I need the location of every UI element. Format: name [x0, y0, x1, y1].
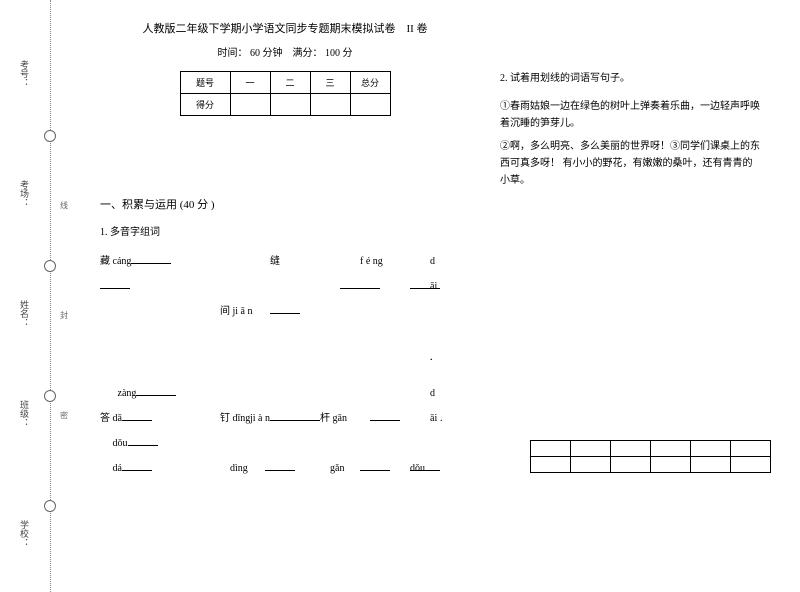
- pinyin-text: d: [430, 384, 435, 403]
- table-row: [531, 457, 771, 473]
- fill-blank: [122, 409, 152, 421]
- pinyin-row: 答 dā 钉 dīng 杆 gān .: [100, 409, 470, 428]
- question-label: 1. 多音字组词: [100, 224, 470, 242]
- pinyin-text: f é ng: [360, 252, 383, 271]
- question-label: 2. 试着用划线的词语写句子。: [500, 70, 760, 88]
- pinyin-text: .: [440, 409, 443, 428]
- pinyin-row: zàng d: [100, 384, 470, 403]
- pinyin-text: 间 ji ā n: [220, 302, 253, 321]
- binding-char: 封: [60, 310, 68, 321]
- pinyin-text: dá: [113, 463, 122, 474]
- exam-subtitle: 时间： 60 分钟 满分： 100 分: [100, 44, 470, 59]
- answer-grid: [530, 440, 771, 473]
- pinyin-text: [100, 463, 110, 474]
- score-cell-blank: [270, 94, 310, 116]
- paragraph: ②啊，多么明亮、多么美丽的世界呀！③同学们课桌上的东西可真多呀！ 有小小的野花，…: [500, 138, 760, 189]
- score-cell-blank: [310, 94, 350, 116]
- table-row: 得分: [180, 94, 390, 116]
- pinyin-text: dǒu: [113, 438, 128, 449]
- binding-label: 姓名：: [18, 300, 31, 327]
- score-cell-blank: [350, 94, 390, 116]
- pinyin-text: dìng: [230, 459, 248, 478]
- pinyin-row: āi: [100, 277, 470, 296]
- score-label: 满分：: [293, 48, 323, 59]
- binding-circle: [44, 500, 56, 512]
- fill-blank: [370, 409, 400, 421]
- exam-title: 人教版二年级下学期小学语文同步专题期末模拟试卷 II 卷: [100, 20, 470, 36]
- score-value: 100 分: [325, 48, 353, 59]
- fill-blank: [131, 252, 171, 264]
- pinyin-text: [100, 388, 115, 399]
- section-heading: 一、积累与运用 (40 分 ): [100, 196, 470, 212]
- binding-strip: 考号： 考场： 姓名： 班级： 学校： 线 封 密: [0, 0, 80, 592]
- table-row: [531, 441, 771, 457]
- page-right-column: 2. 试着用划线的词语写句子。 ①春雨姑娘一边在绿色的树叶上弹奏着乐曲，一边轻声…: [500, 60, 760, 195]
- binding-label: 考号：: [18, 60, 31, 87]
- score-cell: 题号: [180, 72, 230, 94]
- score-cell: 总分: [350, 72, 390, 94]
- pinyin-text: 钉 dīng: [220, 409, 250, 428]
- pinyin-text: 缝: [270, 252, 280, 271]
- time-label: 时间：: [218, 48, 248, 59]
- table-row: 题号 一 二 三 总分: [180, 72, 390, 94]
- pinyin-text: 藏 cáng: [100, 256, 131, 267]
- score-cell-blank: [230, 94, 270, 116]
- pinyin-text: 答 dā: [100, 413, 122, 424]
- paragraph: ①春雨姑娘一边在绿色的树叶上弹奏着乐曲，一边轻声呼唤着沉睡的笋芽儿。: [500, 98, 760, 132]
- pinyin-text: 杆 gān: [320, 409, 347, 428]
- fill-blank: [270, 409, 300, 421]
- binding-circle: [44, 260, 56, 272]
- fill-blank: [265, 459, 295, 471]
- time-value: 60 分钟: [250, 48, 283, 59]
- fill-blank: [136, 384, 176, 396]
- page-left-column: 人教版二年级下学期小学语文同步专题期末模拟试卷 II 卷 时间： 60 分钟 满…: [100, 20, 470, 484]
- binding-label: 学校：: [18, 520, 31, 547]
- binding-char: 密: [60, 410, 68, 421]
- score-cell: 一: [230, 72, 270, 94]
- binding-circle: [44, 130, 56, 142]
- score-cell: 得分: [180, 94, 230, 116]
- pinyin-text: zàng: [118, 388, 137, 399]
- binding-circle: [44, 390, 56, 402]
- fill-blank: [128, 434, 158, 446]
- score-cell: 三: [310, 72, 350, 94]
- binding-char: 线: [60, 200, 68, 211]
- pinyin-row: 藏 cáng 缝 f é ng d: [100, 252, 470, 271]
- binding-label: 班级：: [18, 400, 31, 427]
- pinyin-text: āi: [430, 277, 437, 296]
- score-cell: 二: [270, 72, 310, 94]
- fill-blank: [270, 302, 300, 314]
- score-table: 题号 一 二 三 总分 得分: [180, 71, 391, 116]
- fill-blank: [340, 277, 380, 289]
- pinyin-text: [100, 438, 110, 449]
- pinyin-row: dǒu: [100, 434, 470, 453]
- pinyin-text: .: [430, 348, 433, 367]
- pinyin-row: dá dìng: [100, 459, 470, 478]
- fill-blank: [100, 277, 130, 289]
- pinyin-text: d: [430, 252, 435, 271]
- fill-blank: [122, 459, 152, 471]
- binding-label: 考场：: [18, 180, 31, 207]
